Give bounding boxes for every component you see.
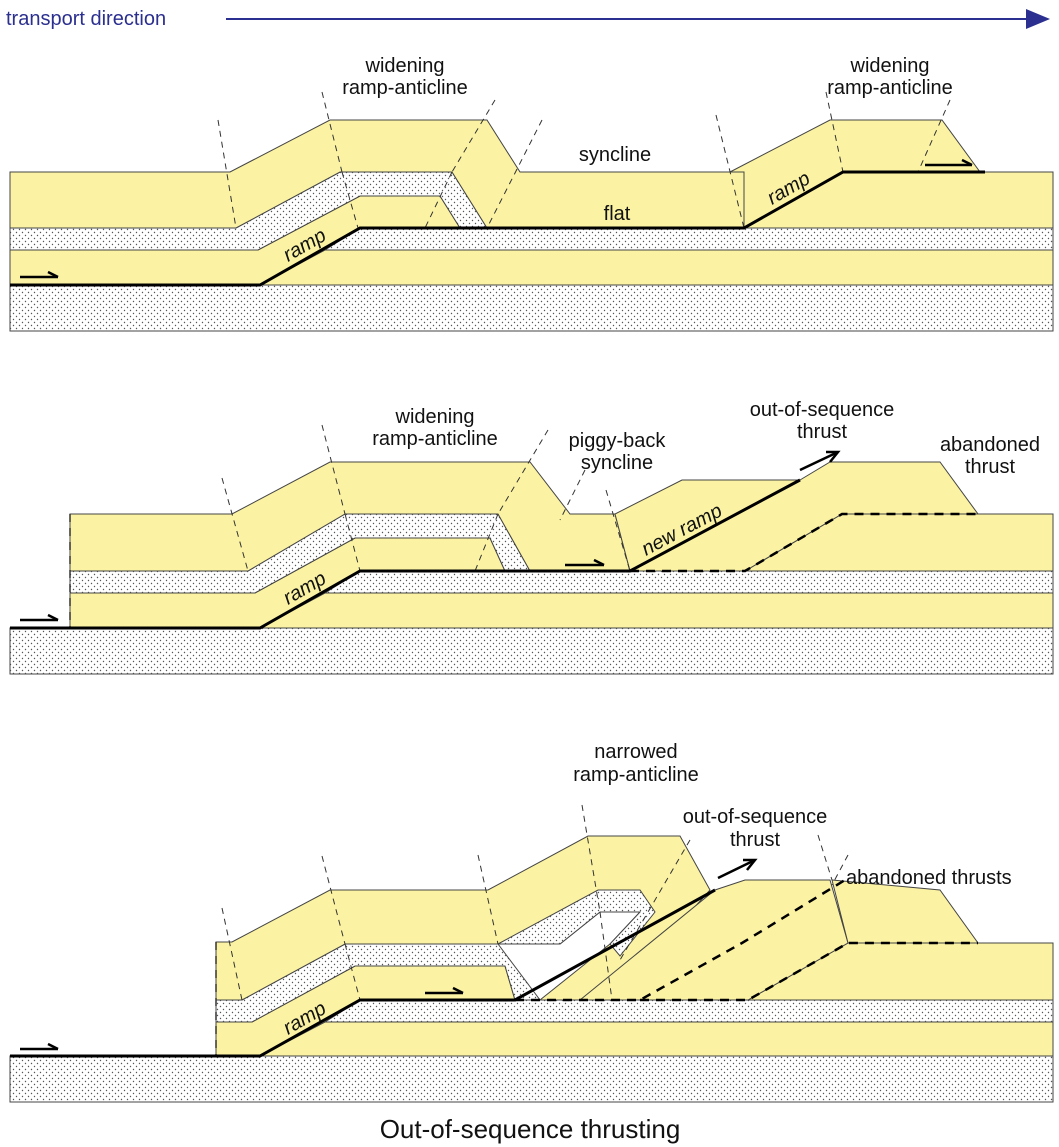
out-of-sequence-thrust-label-b: thrust [730,829,780,851]
abandoned-thrust-label-a: abandoned [940,434,1040,456]
basement [9,1055,1054,1103]
abandoned-thrust-2 [630,512,978,573]
panel-2: widening ramp-anticline piggy-back syncl… [9,399,1054,675]
thrust-fault-1 [10,170,985,287]
widening-anticline-label-a: widening [395,406,475,428]
widening-anticline-label-2a: widening [850,55,930,77]
thrust-fault-3 [10,888,716,1058]
widening-anticline-label-1a: widening [365,55,445,77]
transport-direction-label: transport direction [6,8,166,30]
transport-direction: transport direction [6,8,1050,30]
basement [9,627,1054,675]
out-of-sequence-thrust-label-b: thrust [797,421,847,443]
basement [9,284,1054,332]
panel-3: narrowed ramp-anticline out-of-sequence … [9,741,1054,1103]
panel-1: widening ramp-anticline widening ramp-an… [9,55,1054,332]
flat-label: flat [604,203,631,225]
figure-caption: Out-of-sequence thrusting [380,1114,681,1144]
piggy-back-syncline-label-a: piggy-back [569,430,667,452]
abandoned-thrusts-label: abandoned thrusts [846,867,1012,889]
piggy-back-syncline-label-b: syncline [581,452,653,474]
syncline-label: syncline [579,144,651,166]
out-of-sequence-thrust-label-a: out-of-sequence [750,399,895,421]
abandoned-thrusts-3 [515,878,846,1002]
narrowed-anticline-label-b: ramp-anticline [573,764,699,786]
widening-anticline-label-1b: ramp-anticline [342,77,468,99]
out-of-sequence-thrust-label-a: out-of-sequence [683,806,828,828]
narrowed-anticline-label-a: narrowed [594,741,677,763]
widening-anticline-label-2b: ramp-anticline [827,77,953,99]
widening-anticline-label-b: ramp-anticline [372,428,498,450]
abandoned-thrust-label-b: thrust [965,456,1015,478]
footwall-dotted [323,227,1054,251]
thrust-fault-2 [10,478,801,630]
footwall-yellow [259,249,1054,286]
